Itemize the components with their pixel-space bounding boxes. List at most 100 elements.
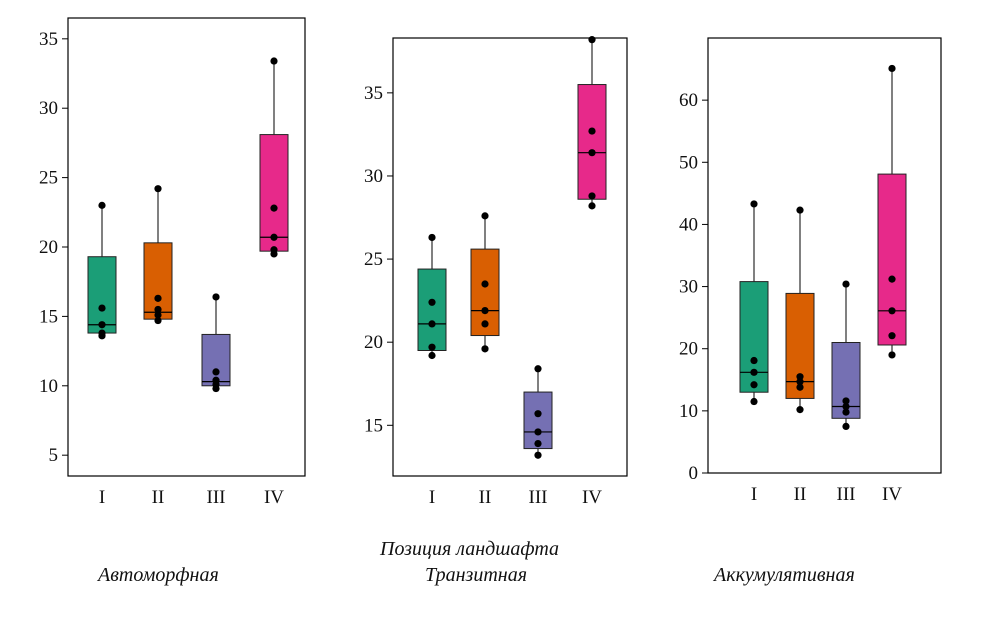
data-point bbox=[270, 233, 278, 241]
data-point bbox=[481, 320, 489, 328]
data-point bbox=[428, 343, 436, 351]
y-tick-label: 25 bbox=[364, 249, 383, 270]
data-point bbox=[888, 64, 896, 73]
x-tick-label: IV bbox=[582, 487, 602, 508]
y-tick-label: 20 bbox=[679, 339, 698, 360]
x-tick-label: IV bbox=[264, 487, 284, 508]
data-point bbox=[534, 439, 542, 448]
data-point bbox=[98, 304, 106, 312]
x-tick-label: I bbox=[751, 484, 757, 505]
caption-automorphic: Автоморфная bbox=[98, 564, 219, 586]
y-tick-label: 10 bbox=[679, 401, 698, 422]
data-point bbox=[154, 294, 162, 302]
y-tick-label: 40 bbox=[679, 214, 698, 235]
data-point bbox=[154, 316, 162, 325]
y-tick-label: 15 bbox=[39, 306, 58, 327]
data-point bbox=[796, 373, 804, 381]
data-point bbox=[888, 351, 896, 359]
data-point bbox=[842, 280, 850, 288]
y-tick-label: 20 bbox=[39, 237, 58, 258]
y-tick-label: 35 bbox=[364, 83, 383, 104]
box-IV bbox=[259, 134, 289, 252]
y-tick-label: 25 bbox=[39, 168, 58, 189]
y-tick-label: 30 bbox=[679, 277, 698, 298]
caption-accumulative: Аккумулятивная bbox=[714, 564, 855, 586]
data-point bbox=[270, 246, 278, 254]
data-point bbox=[481, 345, 489, 353]
data-point bbox=[534, 451, 542, 459]
y-tick-label: 60 bbox=[679, 90, 698, 111]
data-point bbox=[154, 185, 162, 193]
data-point bbox=[888, 332, 896, 340]
data-point bbox=[212, 368, 220, 376]
data-point bbox=[154, 311, 162, 319]
data-point bbox=[842, 397, 850, 405]
y-tick-label: 35 bbox=[39, 29, 58, 50]
data-point bbox=[270, 204, 278, 212]
data-point bbox=[796, 406, 804, 414]
x-tick-label: I bbox=[429, 487, 435, 508]
data-point bbox=[888, 307, 896, 315]
data-point bbox=[888, 275, 896, 283]
y-tick-label: 0 bbox=[689, 463, 699, 484]
data-point bbox=[98, 321, 106, 329]
box-I bbox=[417, 268, 447, 352]
caption-landscape-position: Позиция ландшафта bbox=[380, 538, 560, 560]
data-point bbox=[481, 307, 489, 315]
data-point bbox=[588, 149, 596, 157]
x-tick-label: II bbox=[152, 487, 165, 508]
data-point bbox=[750, 368, 758, 376]
data-point bbox=[270, 57, 278, 65]
x-tick-label: III bbox=[207, 487, 226, 508]
data-point bbox=[842, 422, 850, 430]
data-point bbox=[428, 351, 436, 360]
data-point bbox=[796, 383, 804, 391]
y-tick-label: 30 bbox=[39, 98, 58, 119]
data-point bbox=[750, 397, 758, 406]
plot-frame bbox=[707, 37, 942, 474]
x-tick-label: I bbox=[99, 487, 105, 508]
y-tick-label: 15 bbox=[364, 415, 383, 436]
x-tick-label: III bbox=[529, 487, 548, 508]
data-point bbox=[588, 127, 596, 135]
x-tick-label: II bbox=[479, 487, 492, 508]
data-point bbox=[98, 201, 106, 209]
data-point bbox=[534, 410, 542, 418]
box-IV bbox=[877, 173, 907, 346]
data-point bbox=[481, 280, 489, 288]
y-tick-label: 10 bbox=[39, 376, 58, 397]
data-point bbox=[588, 36, 596, 44]
data-point bbox=[534, 428, 542, 436]
plot-frame bbox=[392, 37, 628, 477]
y-tick-label: 30 bbox=[364, 166, 383, 187]
data-point bbox=[796, 378, 804, 386]
data-point bbox=[588, 192, 596, 200]
data-point bbox=[796, 206, 804, 214]
data-point bbox=[98, 329, 106, 337]
x-tick-label: II bbox=[794, 484, 807, 505]
box-IV bbox=[577, 84, 607, 200]
data-point bbox=[154, 305, 162, 314]
data-point bbox=[750, 200, 758, 208]
data-point bbox=[588, 202, 596, 210]
y-tick-label: 5 bbox=[49, 445, 59, 466]
data-point bbox=[842, 408, 850, 416]
data-point bbox=[428, 298, 436, 306]
data-point bbox=[534, 365, 542, 373]
data-point bbox=[428, 320, 436, 328]
x-tick-label: III bbox=[837, 484, 856, 505]
data-point bbox=[212, 293, 220, 301]
data-point bbox=[842, 402, 850, 411]
data-point bbox=[481, 212, 489, 220]
x-tick-label: IV bbox=[882, 484, 902, 505]
data-point bbox=[750, 381, 758, 389]
data-point bbox=[750, 356, 758, 365]
y-tick-label: 20 bbox=[364, 332, 383, 353]
data-point bbox=[428, 233, 436, 242]
y-tick-label: 50 bbox=[679, 152, 698, 173]
